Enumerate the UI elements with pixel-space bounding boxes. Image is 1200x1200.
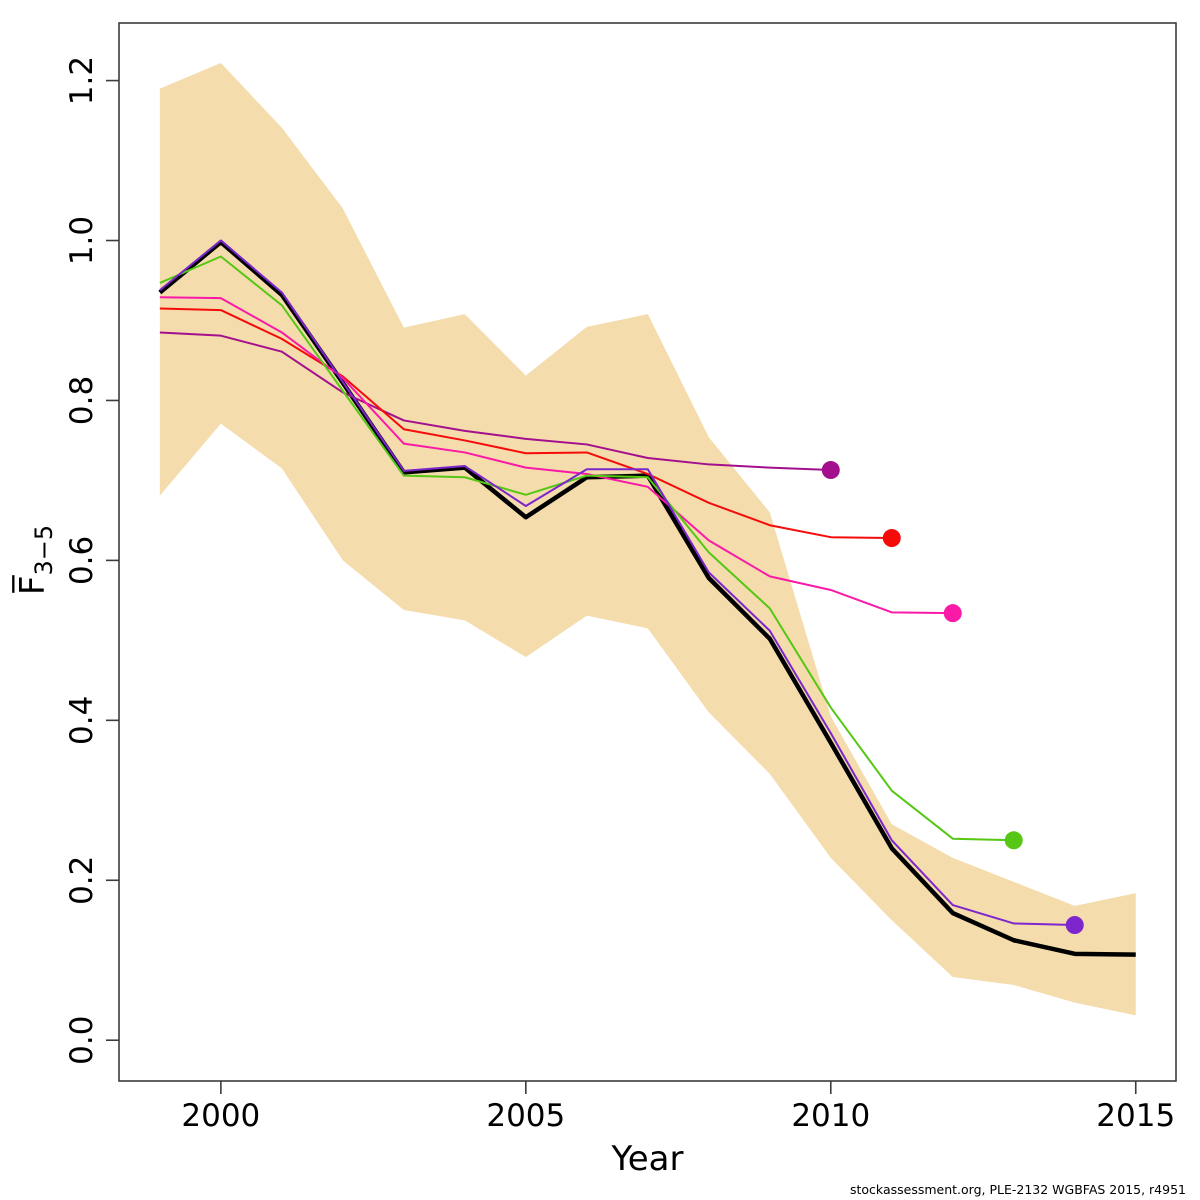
x-tick-label: 2010 bbox=[791, 1098, 870, 1134]
footer-credit: stockassessment.org, PLE-2132 WGBFAS 201… bbox=[850, 1182, 1186, 1197]
line-retro-2013 bbox=[159, 255, 1014, 842]
y-tick-label: 0.6 bbox=[64, 536, 100, 585]
y-tick-label: 0.8 bbox=[64, 376, 100, 425]
y-tick-label: 0.0 bbox=[64, 1016, 100, 1065]
endpoint-dot-retro-2014 bbox=[1065, 916, 1084, 935]
line-retro-2010 bbox=[159, 331, 831, 472]
x-tick-label: 2000 bbox=[181, 1098, 260, 1134]
line-retro-2012 bbox=[159, 296, 953, 615]
x-axis-title: Year bbox=[611, 1139, 684, 1179]
x-tick-label: 2005 bbox=[486, 1098, 565, 1134]
confidence-band bbox=[159, 62, 1136, 1016]
line-retro-2011 bbox=[159, 307, 892, 540]
endpoint-dot-retro-2011 bbox=[882, 529, 901, 548]
y-tick-label: 1.2 bbox=[64, 56, 100, 105]
endpoint-dot-retro-2012 bbox=[943, 604, 962, 623]
y-tick-label: 1.0 bbox=[64, 216, 100, 265]
line-retro-2014 bbox=[159, 239, 1075, 927]
y-axis-title: F̅3−5 bbox=[12, 525, 58, 595]
endpoint-dot-retro-2013 bbox=[1004, 831, 1023, 850]
x-tick-label: 2015 bbox=[1096, 1098, 1175, 1134]
y-tick-label: 0.4 bbox=[64, 696, 100, 745]
y-tick-label: 0.2 bbox=[64, 856, 100, 905]
plot-border bbox=[118, 22, 1177, 1082]
endpoint-dot-retro-2010 bbox=[821, 461, 840, 480]
